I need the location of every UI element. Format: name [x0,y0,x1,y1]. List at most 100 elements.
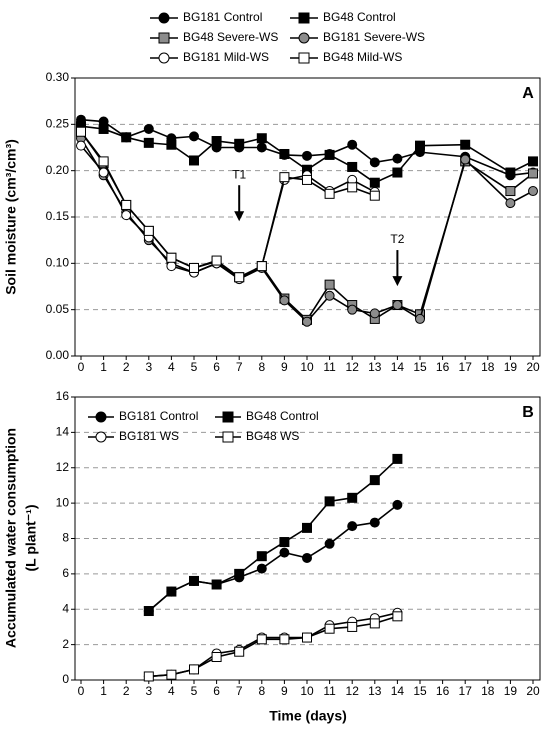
x-tick-label: 9 [281,360,288,374]
x-tick-label: 13 [368,684,382,698]
x-axis-label: Time (days) [269,708,347,724]
legend-marker [95,411,107,423]
legend-marker [158,52,170,64]
y-tick-label: 2 [62,637,69,651]
data-point [347,304,358,315]
data-point [143,123,154,134]
data-point [392,611,403,622]
annotation-arrowhead [392,276,403,287]
y-tick-label: 0.20 [46,163,70,177]
data-point [121,210,132,221]
y-axis-label: (L plant⁻¹) [23,504,39,571]
data-point [189,155,199,166]
x-tick-label: 6 [213,360,220,374]
data-point [98,156,109,167]
x-tick-label: 15 [413,684,427,698]
series-line [148,504,398,612]
data-point [166,261,177,272]
data-point [98,123,109,134]
y-tick-label: 0.15 [46,209,70,223]
x-tick-label: 20 [526,360,540,374]
x-tick-label: 19 [504,684,518,698]
y-axis-label: Accumulated water consumption [3,428,19,648]
x-tick-label: 12 [346,360,360,374]
data-point [324,279,335,290]
legend-label: BG48 WS [246,429,299,443]
y-tick-label: 8 [62,531,69,545]
data-point [166,252,177,263]
x-tick-label: 15 [413,360,427,374]
legend-label: BG48 Control [323,10,396,24]
data-point [234,272,245,283]
data-point [256,133,267,144]
x-tick-label: 10 [300,684,314,698]
x-tick-label: 12 [346,684,360,698]
x-tick-label: 4 [168,684,175,698]
x-tick-label: 1 [100,360,107,374]
data-point [369,190,380,201]
x-tick-label: 5 [191,684,198,698]
data-point [256,551,267,562]
y-tick-label: 0.25 [46,117,70,131]
data-point [324,538,335,549]
data-point [189,575,199,586]
legend-marker [158,32,170,44]
data-point [302,316,312,327]
data-point [347,621,358,632]
data-point [279,295,290,306]
data-point [121,132,132,143]
data-point [460,154,471,165]
data-point [369,308,380,319]
x-tick-label: 11 [323,684,336,698]
x-tick-label: 18 [481,360,495,374]
x-tick-label: 1 [100,684,107,698]
data-point [76,126,86,137]
legend-marker [222,431,234,443]
data-point [392,499,403,510]
y-tick-label: 16 [56,389,70,403]
data-point [505,167,516,178]
x-tick-label: 2 [123,360,130,374]
annotation-arrowhead [234,211,245,222]
series-line [148,458,398,612]
x-tick-label: 17 [459,684,473,698]
data-point [279,148,290,159]
data-point [256,634,267,645]
legend-label: BG48 Control [246,409,319,423]
data-point [234,646,245,657]
x-tick-label: 17 [459,360,473,374]
legend-marker [298,52,310,64]
panel-label: B [522,404,534,421]
data-point [279,634,290,645]
data-point [189,664,199,675]
panel-label: A [522,85,534,102]
legend-label: BG181 WS [119,429,179,443]
data-point [505,198,516,209]
x-tick-label: 8 [258,684,265,698]
x-tick-label: 8 [258,360,265,374]
data-point [211,579,222,590]
data-point [347,161,358,172]
data-point [347,182,358,193]
data-point [143,225,154,236]
data-point [324,496,335,507]
data-point [528,168,538,179]
x-tick-label: 10 [300,360,314,374]
data-point [415,313,425,324]
data-point [460,139,471,150]
data-point [279,172,290,183]
data-point [279,537,290,548]
data-point [234,568,245,579]
data-point [166,669,177,680]
y-tick-label: 0.30 [46,70,70,84]
series-line [148,615,398,678]
data-point [211,136,222,147]
data-point [189,131,199,142]
x-tick-label: 16 [436,360,450,374]
data-point [528,156,538,167]
data-point [324,149,335,160]
legend-marker [298,32,310,44]
data-point [98,167,109,178]
data-point [324,188,335,199]
legend-label: BG48 Severe-WS [183,30,278,44]
